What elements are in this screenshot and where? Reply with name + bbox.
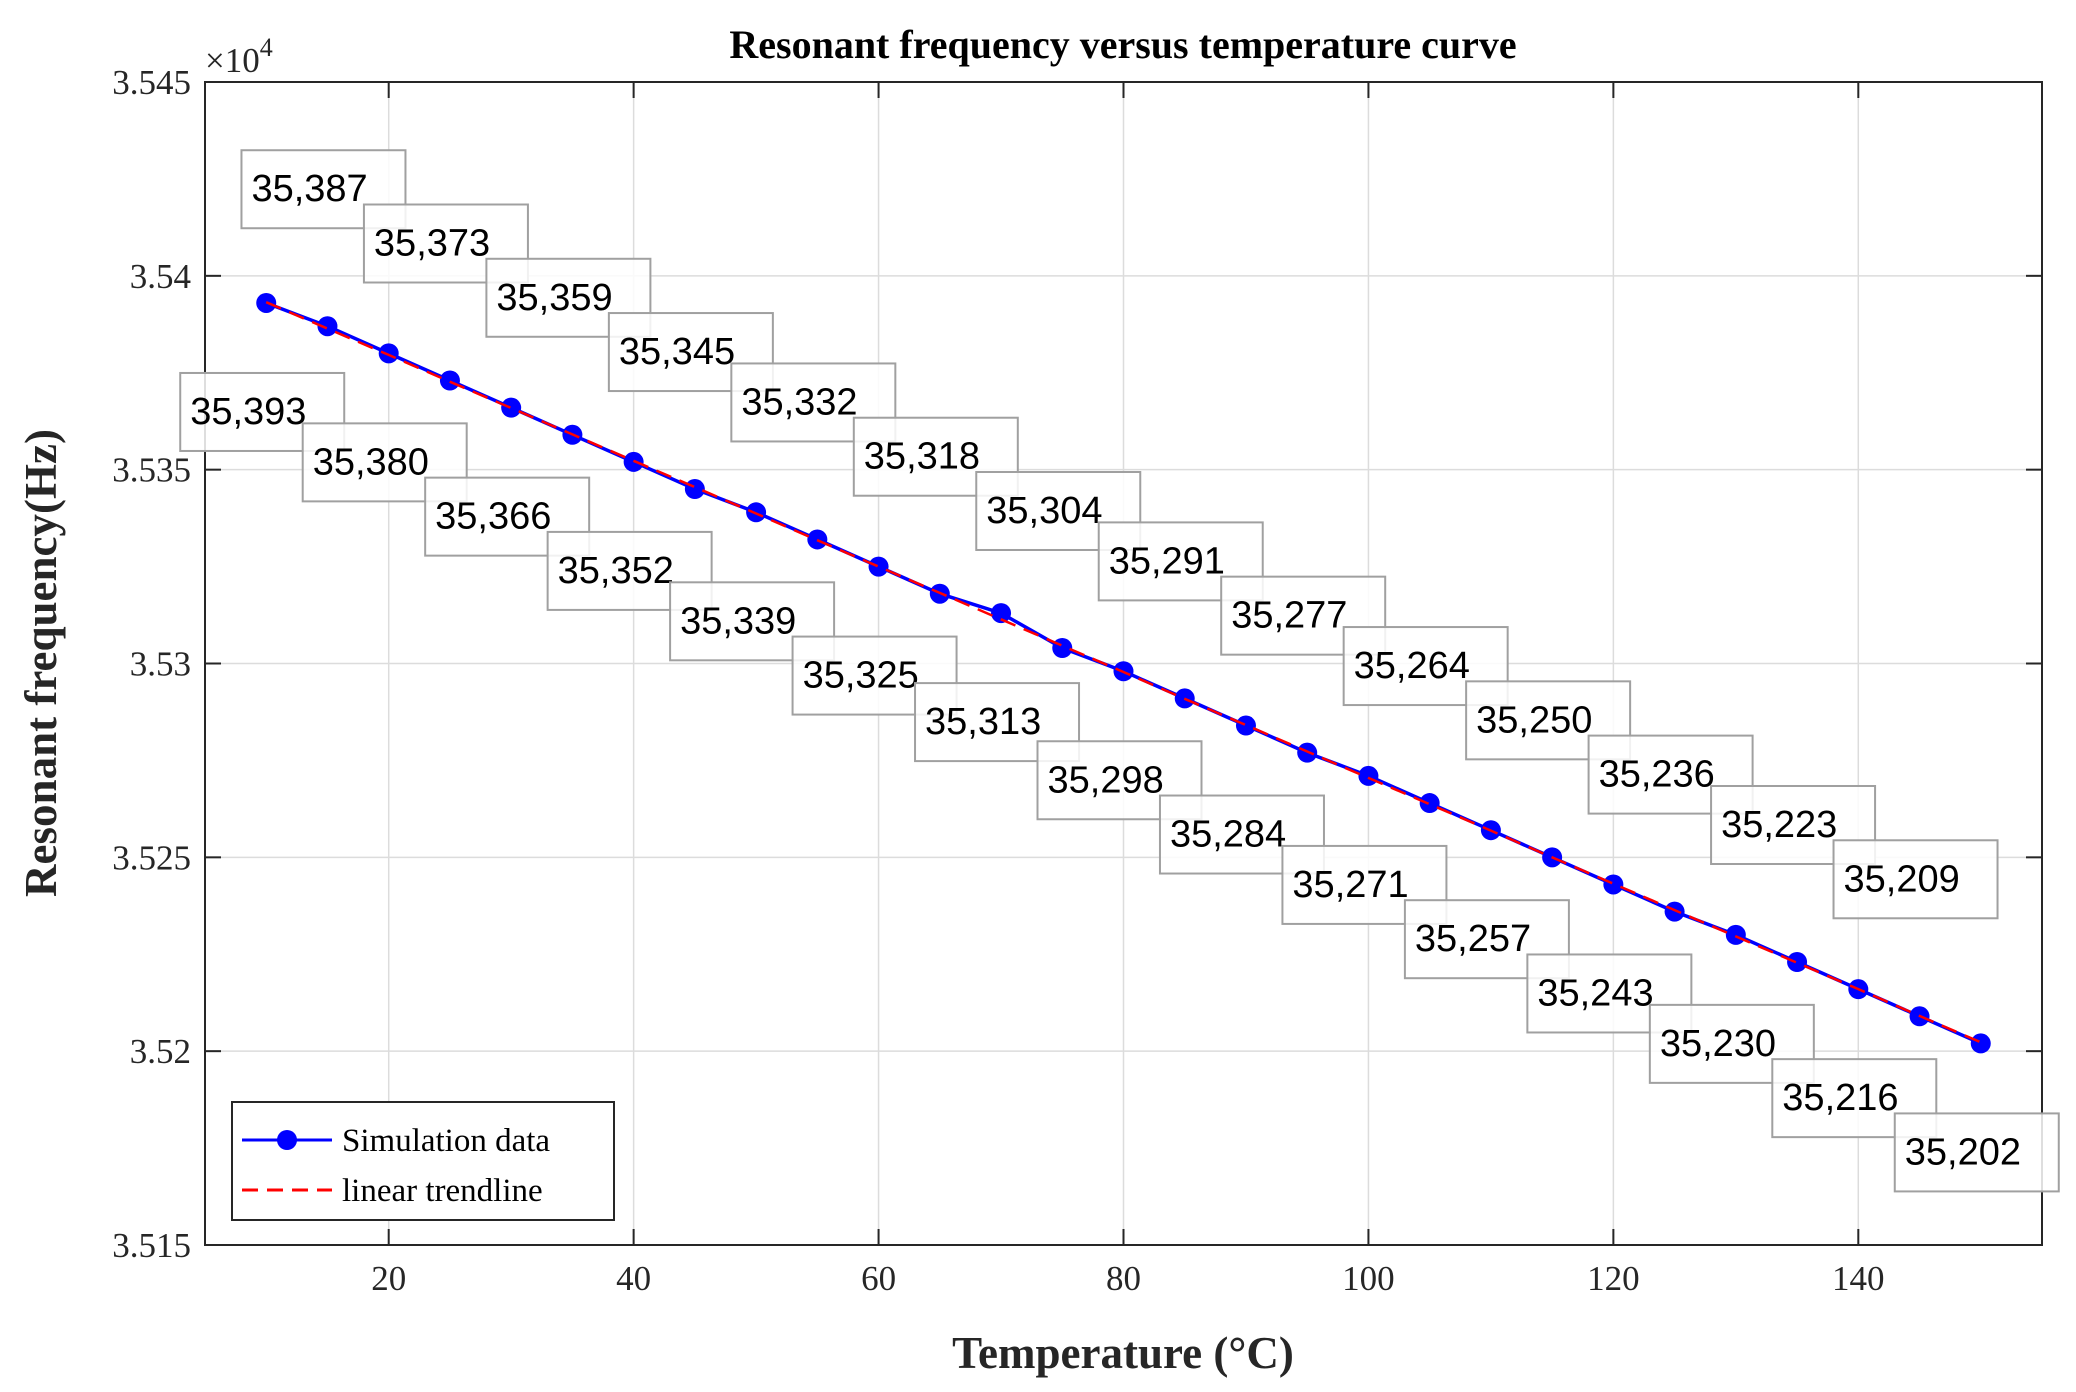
- series-point-simulation: [317, 316, 338, 337]
- series-point-simulation: [1419, 793, 1440, 814]
- data-label: 35,332: [741, 381, 857, 423]
- x-tick-label: 60: [861, 1259, 896, 1298]
- legend-box: [231, 1101, 615, 1221]
- y-axis-label: Resonant frequency(Hz): [16, 429, 66, 897]
- data-label-box: [1893, 1112, 2060, 1193]
- legend-marker-simulation: [277, 1130, 297, 1150]
- data-labels: 35,39335,38735,38035,37335,36635,35935,3…: [179, 149, 2060, 1193]
- legend-label-simulation: Simulation data: [342, 1123, 550, 1159]
- data-label: 35,345: [619, 331, 735, 373]
- data-label-box: [240, 149, 407, 230]
- series-point-simulation: [439, 370, 460, 391]
- data-label: 35,352: [558, 550, 674, 592]
- data-label: 35,223: [1721, 804, 1837, 846]
- series: [256, 292, 1991, 1054]
- data-label: 35,202: [1905, 1131, 2021, 1173]
- data-label-box: [1832, 839, 1999, 920]
- data-label: 35,243: [1537, 972, 1653, 1014]
- data-label: 35,339: [680, 600, 796, 642]
- y-tick-label: 3.525: [112, 838, 191, 877]
- series-point-simulation: [1970, 1033, 1991, 1054]
- data-label: 35,271: [1292, 864, 1408, 906]
- axis-ticks: 20 40 60 80 100 120 140 3.515 3.52 3.525 3.53 3.535…: [112, 63, 2042, 1298]
- series-point-simulation: [1603, 874, 1624, 895]
- y-tick-label: 3.515: [112, 1226, 191, 1265]
- data-label: 35,230: [1660, 1023, 1776, 1065]
- legend: Simulation data linear trendline: [231, 1101, 615, 1221]
- series-point-simulation: [501, 397, 522, 418]
- series-point-simulation: [1235, 715, 1256, 736]
- series-point-simulation: [868, 556, 889, 577]
- data-label: 35,236: [1599, 754, 1715, 796]
- y-axis-exponent: ×104: [205, 33, 273, 80]
- y-tick-label: 3.54: [130, 257, 191, 296]
- series-point-simulation: [378, 343, 399, 364]
- data-label: 35,284: [1170, 814, 1286, 856]
- data-label: 35,387: [251, 168, 367, 210]
- data-label: 35,291: [1109, 540, 1225, 582]
- data-label: 35,277: [1231, 595, 1347, 637]
- data-label: 35,304: [986, 490, 1102, 532]
- y-tick-label: 3.53: [130, 645, 191, 684]
- data-label: 35,380: [313, 441, 429, 483]
- data-label-box: [1526, 953, 1693, 1034]
- x-tick-label: 120: [1587, 1259, 1640, 1298]
- series-point-simulation: [1664, 901, 1685, 922]
- data-label: 35,209: [1844, 858, 1960, 900]
- x-tick-label: 40: [616, 1259, 651, 1298]
- data-label: 35,313: [925, 701, 1041, 743]
- y-tick-label: 3.545: [112, 63, 191, 102]
- data-label: 35,373: [374, 223, 490, 265]
- x-tick-label: 80: [1106, 1259, 1141, 1298]
- series-line-trendline: [265, 301, 1982, 1044]
- data-label: 35,318: [864, 436, 980, 478]
- series-point-simulation: [1052, 637, 1073, 658]
- series-point-simulation: [1787, 952, 1808, 973]
- data-label: 35,298: [1048, 759, 1164, 801]
- y-axis-exponent-power: 4: [260, 33, 273, 62]
- data-label: 35,393: [190, 391, 306, 433]
- y-tick-label: 3.52: [130, 1032, 191, 1071]
- data-label: 35,264: [1354, 645, 1470, 687]
- x-tick-label: 20: [371, 1259, 406, 1298]
- data-label: 35,257: [1415, 918, 1531, 960]
- series-point-simulation: [684, 479, 705, 500]
- data-label: 35,359: [496, 277, 612, 319]
- data-label: 35,325: [803, 655, 919, 697]
- y-tick-label: 3.535: [112, 451, 191, 490]
- data-label-box: [1036, 740, 1203, 821]
- chart-title: Resonant frequency versus temperature cu…: [729, 22, 1516, 67]
- data-label: 35,366: [435, 496, 551, 538]
- data-label: 35,216: [1782, 1077, 1898, 1119]
- x-axis-label: Temperature (°C): [952, 1328, 1294, 1378]
- data-label-box: [485, 257, 652, 338]
- series-point-simulation: [991, 603, 1012, 624]
- x-tick-label: 100: [1342, 1259, 1395, 1298]
- data-label: 35,250: [1476, 699, 1592, 741]
- series-point-simulation: [1358, 765, 1379, 786]
- series-point-simulation: [1725, 924, 1746, 945]
- legend-label-trendline: linear trendline: [342, 1173, 543, 1209]
- x-tick-label: 140: [1832, 1259, 1885, 1298]
